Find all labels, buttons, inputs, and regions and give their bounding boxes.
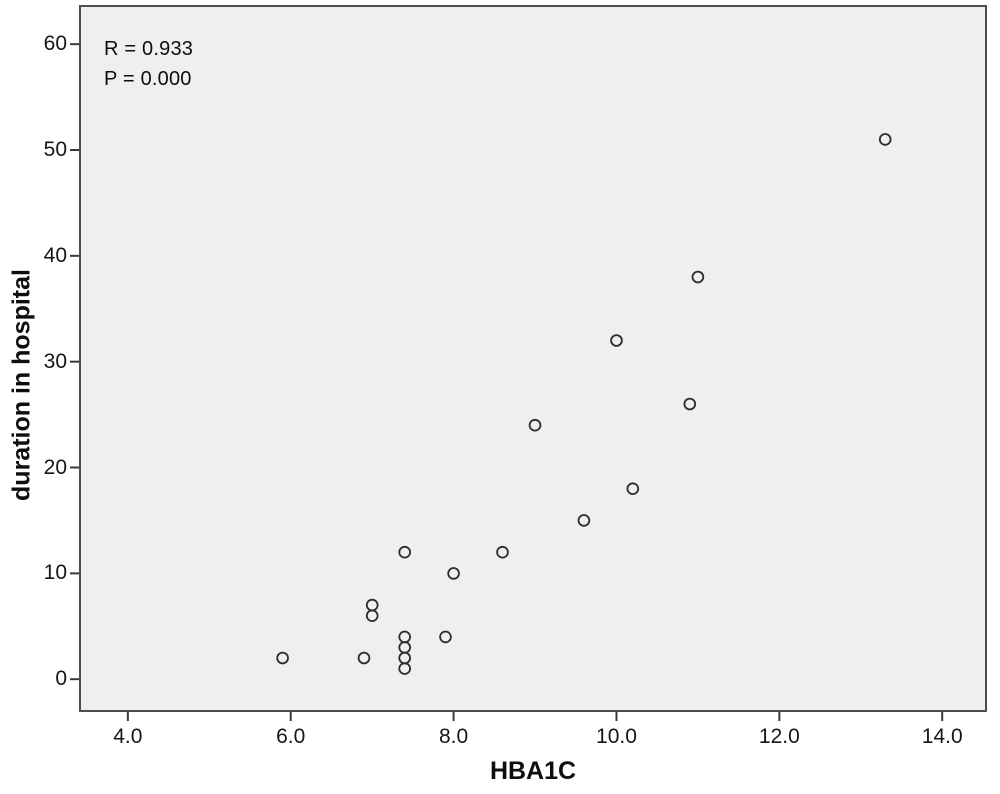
data-point <box>276 651 289 665</box>
y-tick-label: 40 <box>43 243 67 267</box>
x-tick-label: 12.0 <box>758 725 800 748</box>
data-point <box>357 651 371 665</box>
data-point <box>447 567 460 580</box>
data-point <box>528 418 542 432</box>
data-point <box>439 630 452 644</box>
x-tick-label: 6.0 <box>276 725 306 748</box>
x-tick-label: 8.0 <box>438 725 469 748</box>
data-point <box>610 334 623 347</box>
y-tick-label: 50 <box>43 137 67 161</box>
data-point <box>683 397 697 411</box>
r-value-text: R = 0.933 <box>104 38 194 60</box>
data-point <box>626 482 640 496</box>
y-tick-label: 20 <box>43 455 67 479</box>
data-point <box>365 598 379 612</box>
x-axis-title: HBA1C <box>489 757 577 785</box>
y-tick-label: 60 <box>43 32 67 56</box>
y-tick-label: 0 <box>55 667 67 691</box>
data-point <box>398 545 412 559</box>
data-point <box>496 545 509 559</box>
y-tick-label: 30 <box>43 349 67 373</box>
x-tick-label: 4.0 <box>113 725 143 748</box>
data-point <box>577 514 591 527</box>
p-value-text: P = 0.000 <box>104 68 192 90</box>
plot-area <box>79 5 987 712</box>
correlation-annotation: R = 0.933 P = 0.000 <box>104 34 193 94</box>
data-point <box>878 133 892 146</box>
data-point <box>398 630 412 644</box>
y-tick-label: 10 <box>43 561 67 585</box>
x-tick-label: 14.0 <box>921 725 963 748</box>
x-tick-label: 10.0 <box>596 725 637 748</box>
data-point <box>691 270 705 284</box>
